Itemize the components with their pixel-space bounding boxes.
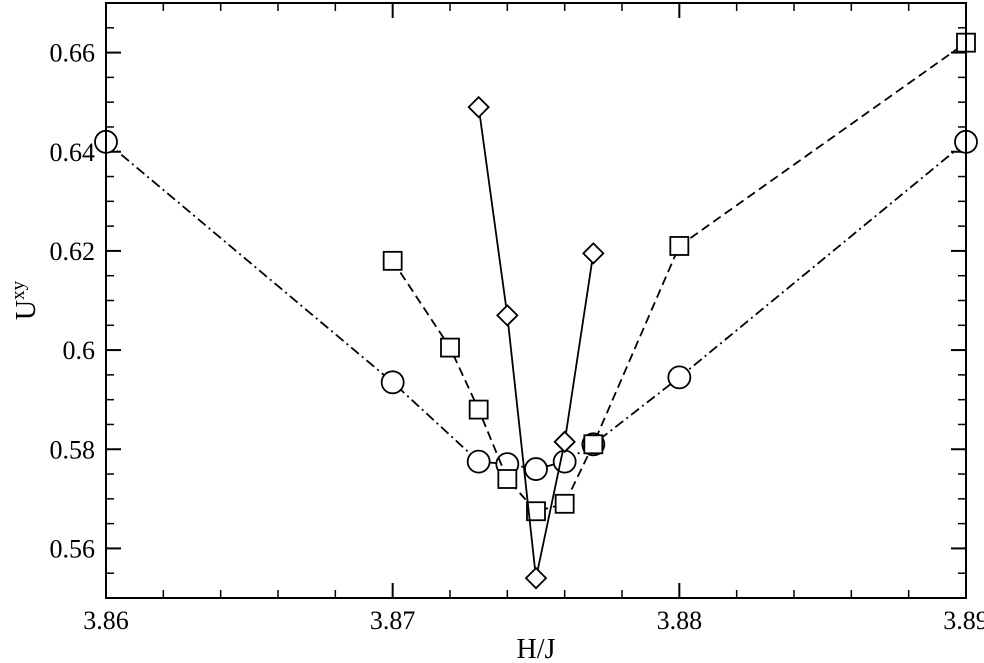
square-marker (554, 493, 575, 514)
y-axis-title-superscript: xy (8, 280, 29, 300)
square-marker (382, 250, 403, 271)
circle-marker (380, 370, 405, 395)
y-tick-label: 0.6 (63, 336, 96, 365)
square-marker (669, 236, 690, 256)
x-tick-label: 3.89 (943, 606, 984, 635)
circle-marker (667, 365, 692, 390)
x-tick-label: 3.86 (83, 606, 129, 635)
y-tick-label: 0.62 (50, 237, 96, 266)
y-axis-title-main: U (11, 300, 42, 320)
diamond-marker (553, 430, 576, 454)
x-tick-label: 3.88 (657, 606, 703, 635)
series-line (391, 41, 967, 513)
circle-marker (524, 457, 548, 481)
series-1 (94, 129, 978, 481)
diamond-marker (496, 304, 519, 327)
series-layer (94, 32, 978, 590)
series-line (105, 141, 967, 471)
series-3 (467, 95, 605, 590)
y-tick-label: 0.56 (50, 534, 96, 563)
series-2 (382, 32, 976, 522)
square-marker (468, 399, 489, 420)
square-marker (440, 337, 460, 358)
square-marker (497, 469, 518, 489)
y-tick-label: 0.58 (50, 435, 96, 464)
square-marker (526, 501, 546, 522)
diamond-marker (467, 95, 490, 119)
y-tick-label: 0.64 (50, 138, 96, 167)
diamond-marker (524, 566, 548, 590)
square-marker (583, 434, 604, 455)
x-tick-label: 3.87 (370, 606, 416, 635)
circle-marker (466, 449, 491, 474)
plot-frame (105, 2, 967, 599)
circle-marker (552, 449, 577, 474)
tick-labels: 3.86 3.87 3.88 3.89 0.56 0.58 0.6 0.62 0.64 0.66 (50, 39, 984, 635)
y-axis-title: Uxy (8, 280, 42, 320)
diamond-marker (582, 242, 605, 265)
x-axis-title: H/J (517, 634, 556, 663)
y-tick-label: 0.66 (50, 39, 96, 68)
